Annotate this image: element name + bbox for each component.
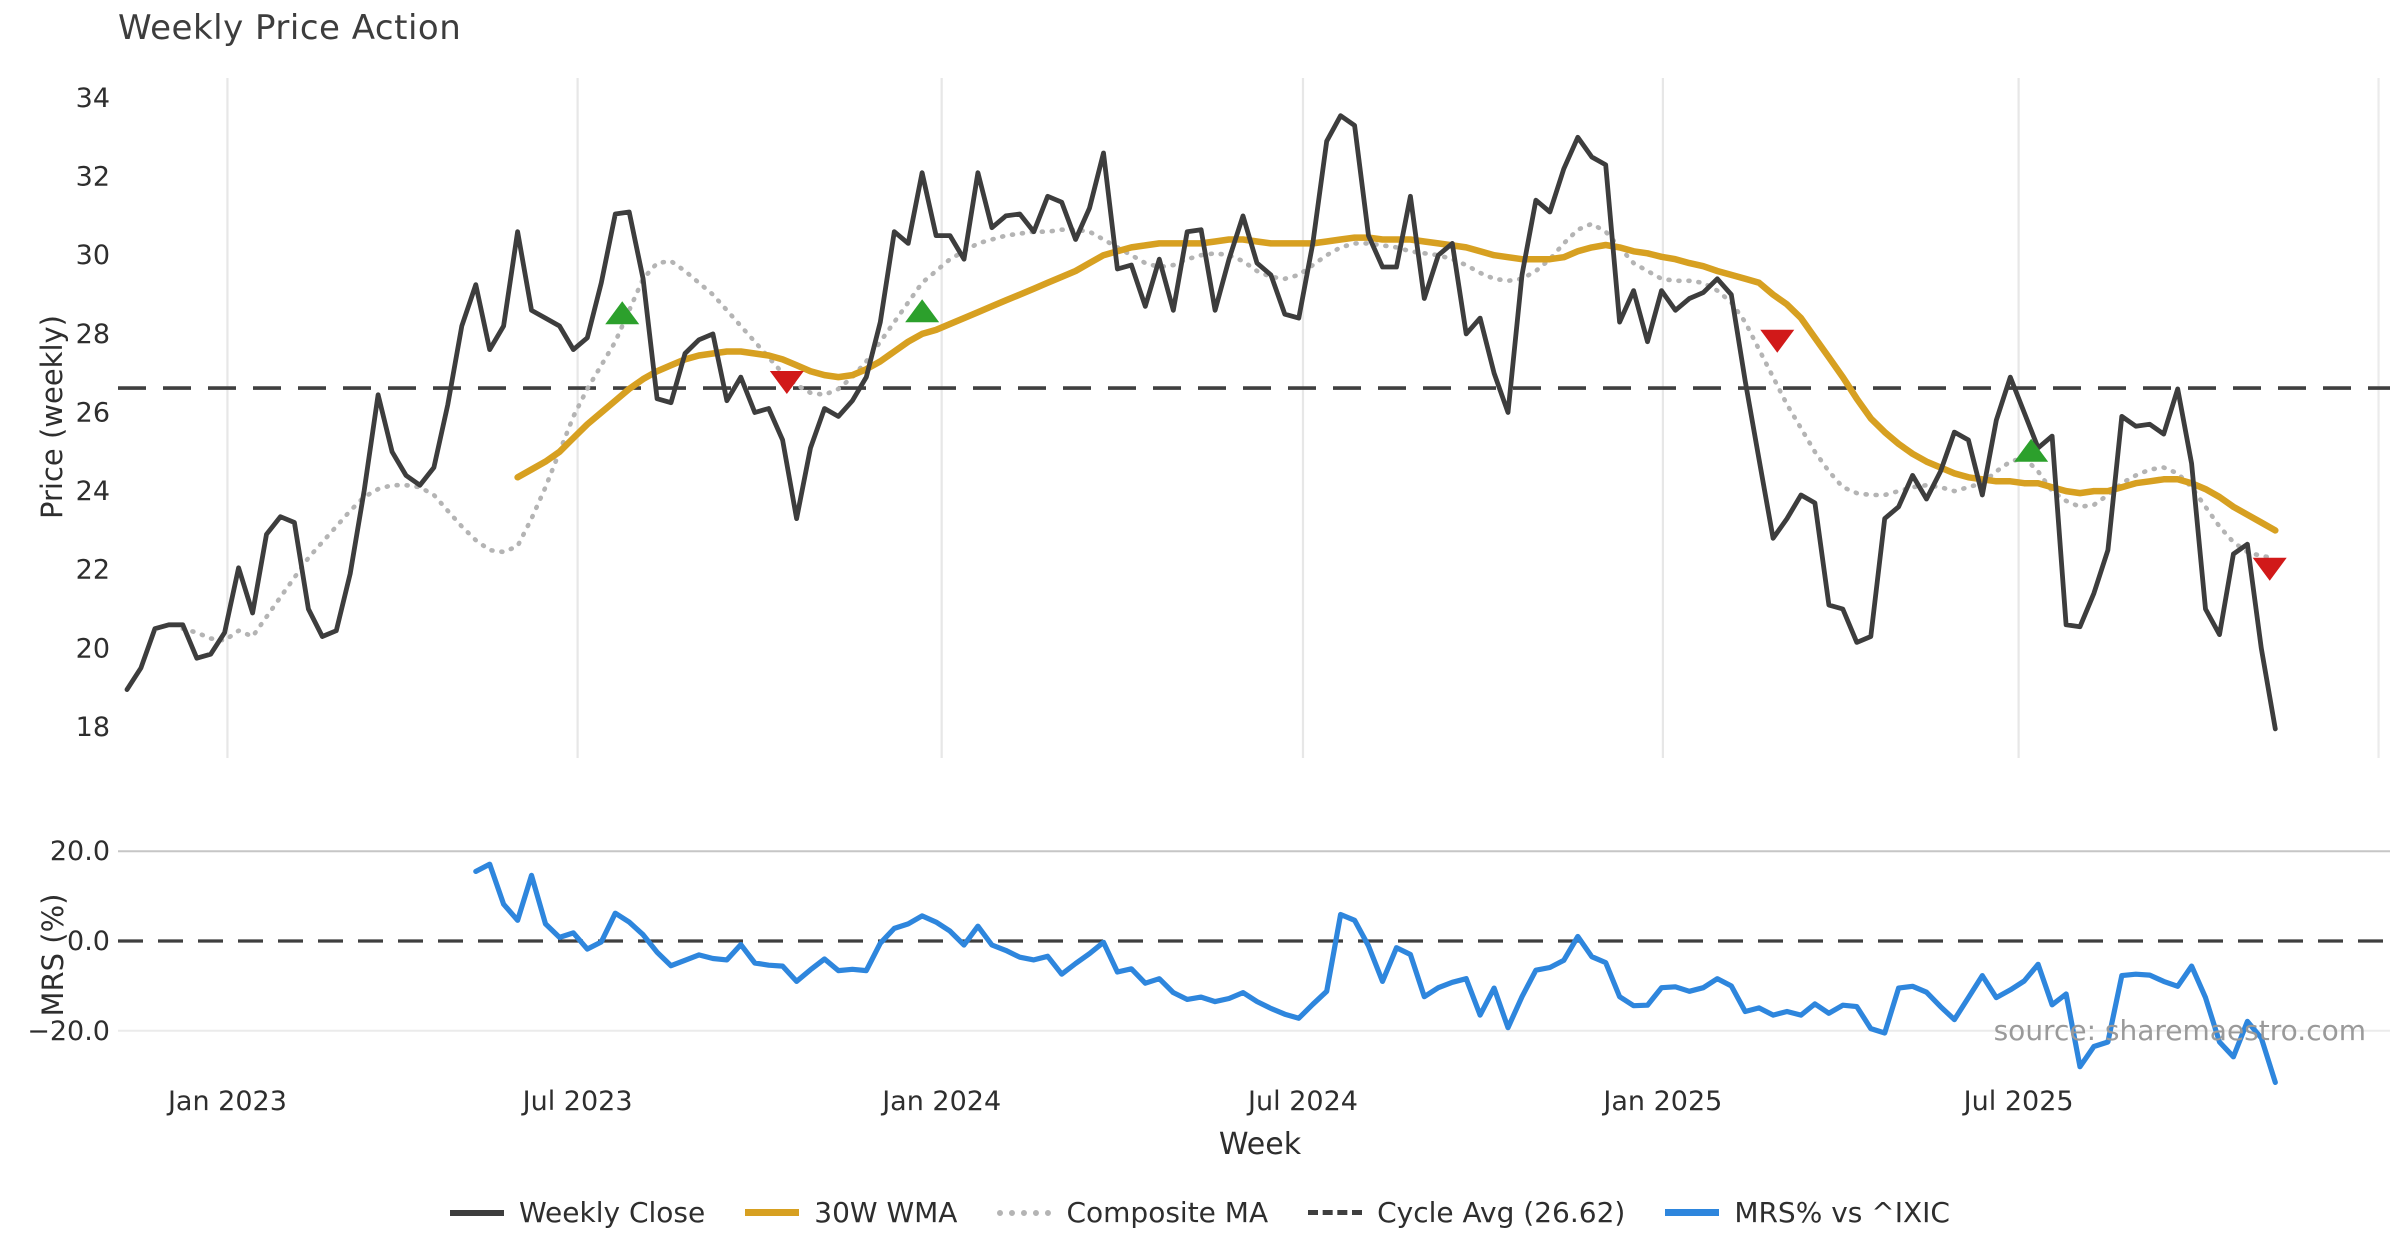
x-axis-title: Week: [1218, 1127, 1302, 1162]
cycle-avg-line-swatch-icon: [1308, 1210, 1363, 1215]
x-tick-label: Jan 2023: [166, 1086, 287, 1117]
price-ytick-label: 26: [76, 397, 110, 428]
mrs-ytick-label: −20.0: [27, 1016, 110, 1047]
legend-item-30w-wma: 30W WMA: [745, 1196, 957, 1229]
weekly-close-line-swatch-icon: [450, 1209, 504, 1216]
sell-signal-marker-icon: [1760, 329, 1795, 353]
wma-30w-line: [514, 234, 2279, 534]
price-ytick-label: 18: [76, 712, 110, 743]
buy-signal-marker-icon: [905, 299, 940, 323]
buy-signal-marker-icon: [605, 301, 640, 325]
mrs-ytick-label: 20.0: [50, 836, 110, 867]
composite-line-swatch-icon: [997, 1209, 1052, 1216]
legend-item-composite-ma: Composite MA: [997, 1196, 1268, 1229]
x-tick-label: Jul 2025: [1962, 1086, 2074, 1117]
composite-ma-line: [180, 221, 2278, 643]
x-tick-label: Jul 2023: [521, 1086, 633, 1117]
x-tick-label: Jan 2024: [880, 1086, 1001, 1117]
page-title: Weekly Price Action: [118, 8, 462, 48]
price-ytick-label: 22: [76, 555, 110, 586]
mrs-ytick-label: 0.0: [67, 926, 110, 957]
price-ytick-label: 20: [76, 633, 110, 664]
mrs-axis-title: MRS (%): [36, 893, 70, 1017]
legend-item-cycle-avg: Cycle Avg (26.62): [1308, 1196, 1625, 1229]
legend: Weekly Close 30W WMA Composite MA Cycle …: [0, 1196, 2400, 1229]
price-ytick-label: 30: [76, 240, 110, 271]
mrs-line-swatch-icon: [1665, 1209, 1720, 1216]
price-ytick-label: 28: [76, 319, 110, 350]
wma-line-swatch-icon: [745, 1209, 800, 1216]
legend-item-weekly-close: Weekly Close: [450, 1196, 705, 1229]
price-ytick-label: 32: [76, 162, 110, 193]
mrs-line: [473, 861, 2278, 1086]
sell-signal-marker-icon: [2252, 557, 2287, 581]
legend-label: Weekly Close: [519, 1196, 706, 1229]
source-note: source: sharemaestro.com: [1993, 1014, 2366, 1047]
price-ytick-label: 34: [76, 83, 110, 114]
buy-signal-marker-icon: [2014, 438, 2049, 462]
legend-item-mrs: MRS% vs ^IXIC: [1665, 1196, 1950, 1229]
price-axis-title: Price (weekly): [35, 315, 69, 520]
weekly-close-line: [124, 113, 2278, 732]
legend-label: Cycle Avg (26.62): [1377, 1196, 1626, 1229]
sell-signal-marker-icon: [769, 371, 804, 395]
price-ytick-label: 24: [76, 476, 110, 507]
legend-label: MRS% vs ^IXIC: [1734, 1196, 1950, 1229]
legend-label: 30W WMA: [814, 1196, 958, 1229]
legend-label: Composite MA: [1066, 1196, 1269, 1229]
x-tick-label: Jan 2025: [1601, 1086, 1722, 1117]
x-tick-label: Jul 2024: [1246, 1086, 1358, 1117]
